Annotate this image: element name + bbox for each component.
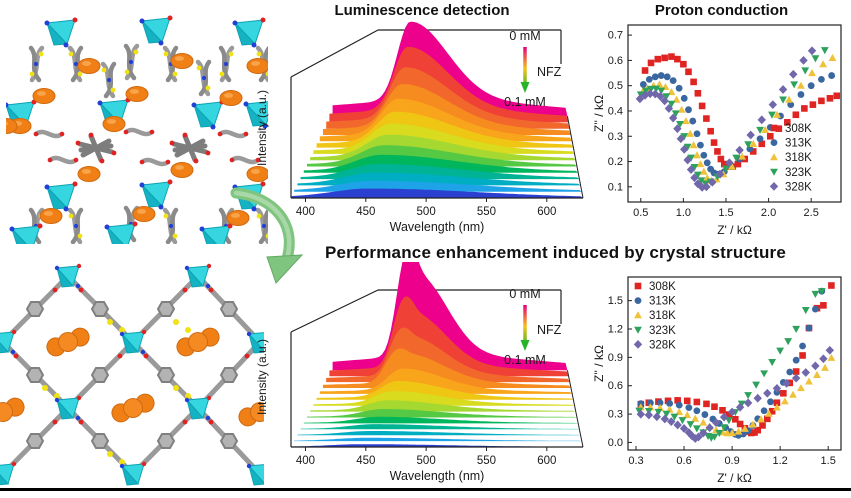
svg-text:Z' / kΩ: Z' / kΩ — [717, 471, 752, 485]
svg-text:313K: 313K — [785, 138, 812, 150]
svg-text:600: 600 — [537, 206, 556, 218]
svg-text:0.3: 0.3 — [608, 131, 623, 143]
curved-arrow-icon — [230, 187, 304, 284]
svg-text:318K: 318K — [649, 310, 676, 322]
svg-text:NFZ: NFZ — [537, 323, 562, 337]
svg-text:450: 450 — [356, 455, 375, 467]
luminescence-waterfall-chart-bottom: 400 450 500 550 600 Wavelength (nm) Intensity … — [255, 262, 584, 483]
svg-text:450: 450 — [356, 206, 375, 218]
svg-text:Z'' / kΩ: Z'' / kΩ — [592, 345, 606, 382]
svg-text:550: 550 — [477, 206, 496, 218]
svg-text:318K: 318K — [785, 152, 812, 164]
svg-text:0.9: 0.9 — [724, 455, 739, 467]
bottom-rule — [0, 488, 851, 491]
svg-text:0 mM: 0 mM — [509, 287, 540, 301]
svg-text:0.4: 0.4 — [608, 105, 623, 117]
svg-text:1.2: 1.2 — [608, 323, 623, 335]
svg-text:500: 500 — [417, 455, 436, 467]
svg-text:Z' / kΩ: Z' / kΩ — [717, 223, 752, 237]
svg-text:308K: 308K — [785, 123, 812, 135]
luminescence-waterfall-chart-top: 400 450 500 550 600 Wavelength (nm) Intensity … — [255, 21, 584, 234]
svg-text:0.1 mM: 0.1 mM — [504, 353, 546, 367]
svg-text:500: 500 — [417, 206, 436, 218]
svg-text:328K: 328K — [649, 339, 676, 351]
svg-text:323K: 323K — [649, 325, 676, 337]
banner-text: Performance enhancement induced by cryst… — [324, 243, 787, 262]
svg-text:400: 400 — [296, 206, 315, 218]
svg-text:0.0: 0.0 — [608, 437, 623, 449]
svg-text:0.3: 0.3 — [608, 409, 623, 421]
nyquist-plot-bottom: 0.3 0.6 0.9 1.2 1.5 0.0 0.3 0.6 0.9 1.2 1.5 Z' / kΩ… — [592, 276, 842, 485]
svg-text:313K: 313K — [649, 296, 676, 308]
luminescence-title: Luminescence detection — [334, 2, 510, 19]
svg-text:328K: 328K — [785, 181, 812, 193]
crystal-structure-bottom-image — [0, 263, 264, 486]
svg-text:1.5: 1.5 — [718, 207, 733, 219]
svg-text:1.2: 1.2 — [772, 455, 787, 467]
atoms — [10, 283, 250, 465]
svg-text:0.1: 0.1 — [608, 181, 623, 193]
svg-text:0.6: 0.6 — [676, 455, 691, 467]
svg-text:0.5: 0.5 — [633, 207, 648, 219]
svg-text:Wavelength (nm): Wavelength (nm) — [390, 469, 485, 483]
svg-text:0.2: 0.2 — [608, 156, 623, 168]
svg-text:600: 600 — [537, 455, 556, 467]
svg-text:0.6: 0.6 — [608, 55, 623, 67]
proton-conduction-title: Proton conduction — [654, 2, 789, 19]
svg-text:308K: 308K — [649, 281, 676, 293]
svg-text:550: 550 — [477, 455, 496, 467]
svg-text:NFZ: NFZ — [537, 65, 562, 79]
svg-text:1.5: 1.5 — [608, 295, 623, 307]
svg-text:0.3: 0.3 — [628, 455, 643, 467]
nyquist-plot-top: 0.5 1.0 1.5 2.0 2.5 0.1 0.2 0.3 0.4 0.5 0.6 0.7 Z' /… — [592, 24, 842, 237]
svg-text:0.7: 0.7 — [608, 30, 623, 42]
svg-text:2.0: 2.0 — [761, 207, 776, 219]
svg-text:1.5: 1.5 — [821, 455, 836, 467]
svg-text:0 mM: 0 mM — [509, 29, 540, 43]
svg-text:Intensity (a.u.): Intensity (a.u.) — [255, 339, 269, 415]
svg-text:Wavelength (nm): Wavelength (nm) — [390, 220, 485, 234]
svg-text:0.1 mM: 0.1 mM — [504, 95, 546, 109]
svg-text:Z'' / kΩ: Z'' / kΩ — [592, 95, 606, 132]
svg-text:2.5: 2.5 — [804, 207, 819, 219]
svg-text:323K: 323K — [785, 167, 812, 179]
svg-text:Intensity (a.u.): Intensity (a.u.) — [255, 90, 269, 166]
svg-text:1.0: 1.0 — [676, 207, 691, 219]
svg-text:0.9: 0.9 — [608, 352, 623, 364]
svg-text:0.6: 0.6 — [608, 380, 623, 392]
svg-text:400: 400 — [296, 455, 315, 467]
svg-text:0.5: 0.5 — [608, 80, 623, 92]
